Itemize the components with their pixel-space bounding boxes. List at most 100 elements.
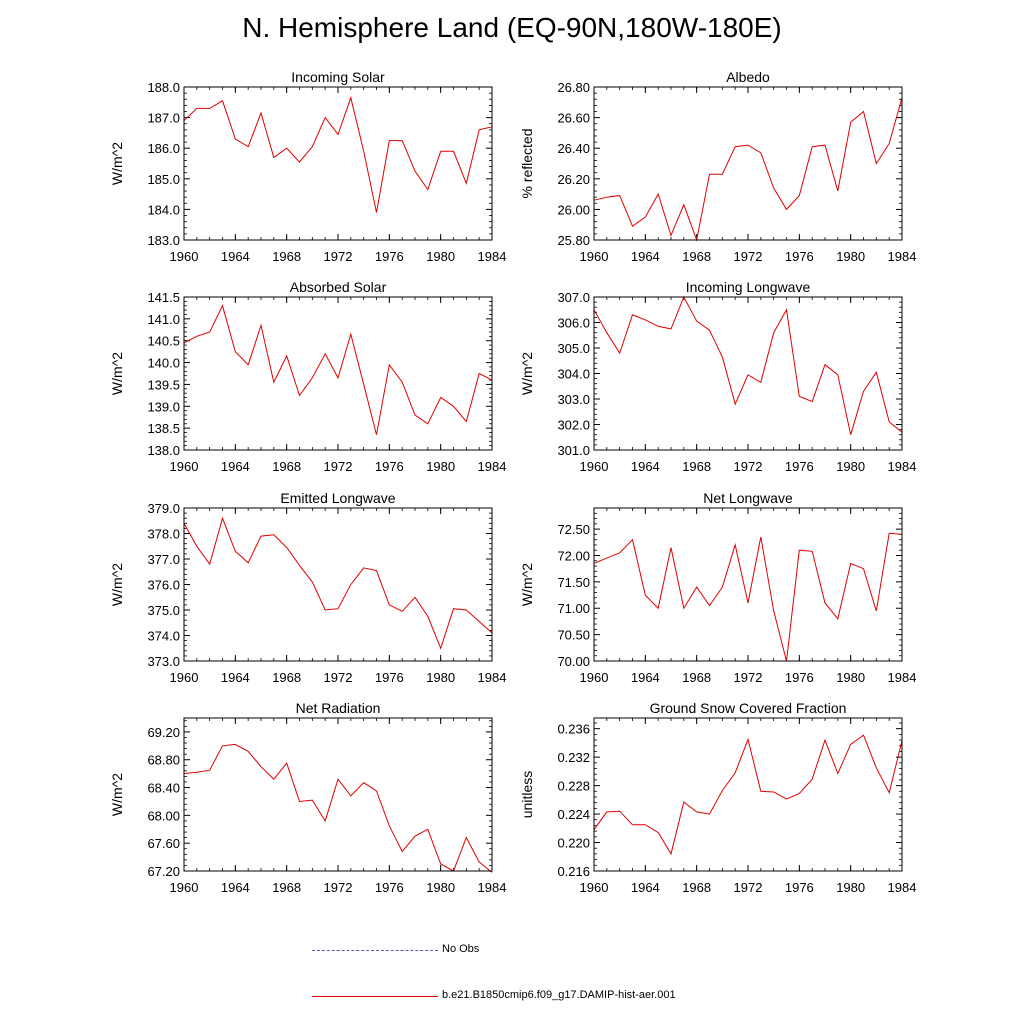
incoming-longwave-x-tick-label: 1964 xyxy=(631,459,660,474)
absorbed-solar-x-tick-label: 1972 xyxy=(324,459,353,474)
albedo-y-tick-label: 26.40 xyxy=(557,141,590,156)
net-radiation-title: Net Radiation xyxy=(296,700,381,716)
net-longwave-y-tick-label: 70.50 xyxy=(557,628,590,643)
incoming-solar-y-tick-label: 183.0 xyxy=(147,233,180,248)
net-longwave-x-tick-label: 1972 xyxy=(734,670,763,685)
albedo-x-tick-label: 1984 xyxy=(888,249,917,264)
net-radiation-x-tick-label: 1980 xyxy=(426,880,455,895)
albedo-x-tick-label: 1976 xyxy=(785,249,814,264)
albedo-plot-frame xyxy=(593,86,903,241)
emitted-longwave-x-tick-label: 1972 xyxy=(324,670,353,685)
incoming-longwave-y-tick-label: 306.0 xyxy=(557,316,590,331)
absorbed-solar-x-tick-label: 1964 xyxy=(221,459,250,474)
emitted-longwave-x-tick-label: 1980 xyxy=(426,670,455,685)
albedo-y-tick-label: 26.20 xyxy=(557,172,590,187)
incoming-longwave-x-tick-label: 1984 xyxy=(888,459,917,474)
incoming-solar-y-tick-label: 187.0 xyxy=(147,111,180,126)
incoming-solar-y-tick-label: 188.0 xyxy=(147,80,180,95)
net-longwave-y-tick-label: 70.00 xyxy=(557,654,590,669)
incoming-longwave-y-tick-label: 305.0 xyxy=(557,341,590,356)
albedo-y-tick-label: 26.00 xyxy=(557,202,590,217)
albedo-y-tick-label: 26.80 xyxy=(557,80,590,95)
emitted-longwave-y-tick-label: 374.0 xyxy=(147,629,180,644)
ground-snow-covered-fraction-y-tick-label: 0.232 xyxy=(557,750,590,765)
net-longwave-x-tick-label: 1980 xyxy=(836,670,865,685)
net-longwave-y-tick-label: 72.00 xyxy=(557,548,590,563)
legend-model-line xyxy=(312,996,438,997)
incoming-longwave-y-tick-label: 304.0 xyxy=(557,367,590,382)
net-longwave-y-tick-label: 71.50 xyxy=(557,575,590,590)
net-radiation-y-tick-label: 67.60 xyxy=(147,836,180,851)
incoming-longwave-x-tick-label: 1972 xyxy=(734,459,763,474)
net-radiation-x-tick-label: 1964 xyxy=(221,880,250,895)
ground-snow-covered-fraction-x-tick-label: 1968 xyxy=(682,880,711,895)
net-longwave-title: Net Longwave xyxy=(703,490,793,506)
net-longwave-y-tick-label: 72.50 xyxy=(557,522,590,537)
net-radiation-series-line xyxy=(183,743,493,873)
emitted-longwave-x-tick-label: 1984 xyxy=(478,670,507,685)
albedo-x-tick-label: 1980 xyxy=(836,249,865,264)
ground-snow-covered-fraction-y-tick-label: 0.216 xyxy=(557,864,590,879)
emitted-longwave-y-tick-label: 375.0 xyxy=(147,603,180,618)
incoming-solar-y-tick-label: 186.0 xyxy=(147,141,180,156)
legend-no-obs-label: No Obs xyxy=(442,943,480,955)
net-radiation-y-tick-label: 67.20 xyxy=(147,864,180,879)
absorbed-solar-x-tick-label: 1976 xyxy=(375,459,404,474)
ground-snow-covered-fraction-series-line xyxy=(593,734,903,856)
incoming-solar-plot-frame xyxy=(183,86,493,241)
ground-snow-covered-fraction-x-tick-label: 1980 xyxy=(836,880,865,895)
net-longwave-x-tick-label: 1968 xyxy=(682,670,711,685)
ground-snow-covered-fraction-x-tick-label: 1960 xyxy=(580,880,609,895)
net-radiation-x-tick-label: 1972 xyxy=(324,880,353,895)
net-longwave-x-tick-label: 1964 xyxy=(631,670,660,685)
incoming-longwave-title: Incoming Longwave xyxy=(686,279,811,295)
emitted-longwave-y-tick-label: 378.0 xyxy=(147,527,180,542)
emitted-longwave-plot-frame xyxy=(183,507,493,662)
incoming-longwave-y-tick-label: 301.0 xyxy=(557,443,590,458)
incoming-longwave-y-tick-label: 307.0 xyxy=(557,290,590,305)
net-radiation-x-tick-label: 1960 xyxy=(170,880,199,895)
absorbed-solar-title: Absorbed Solar xyxy=(290,279,387,295)
emitted-longwave-x-tick-label: 1960 xyxy=(170,670,199,685)
absorbed-solar-y-tick-label: 141.5 xyxy=(147,290,180,305)
absorbed-solar-y-tick-label: 140.5 xyxy=(147,334,180,349)
albedo-y-axis-label: % reflected xyxy=(519,128,535,198)
incoming-solar-y-tick-label: 184.0 xyxy=(147,202,180,217)
absorbed-solar-y-tick-label: 138.5 xyxy=(147,421,180,436)
ground-snow-covered-fraction-y-tick-label: 0.224 xyxy=(557,807,590,822)
net-radiation-x-tick-label: 1984 xyxy=(478,880,507,895)
net-radiation-x-tick-label: 1976 xyxy=(375,880,404,895)
absorbed-solar-x-tick-label: 1968 xyxy=(272,459,301,474)
incoming-longwave-x-tick-label: 1980 xyxy=(836,459,865,474)
incoming-longwave-plot-frame xyxy=(593,296,903,451)
incoming-longwave-y-tick-label: 303.0 xyxy=(557,392,590,407)
incoming-solar-x-tick-label: 1984 xyxy=(478,249,507,264)
incoming-solar-x-tick-label: 1960 xyxy=(170,249,199,264)
ground-snow-covered-fraction-x-tick-label: 1964 xyxy=(631,880,660,895)
absorbed-solar-x-tick-label: 1984 xyxy=(478,459,507,474)
incoming-solar-y-tick-label: 185.0 xyxy=(147,172,180,187)
legend-no-obs-line xyxy=(312,950,438,951)
albedo-x-tick-label: 1960 xyxy=(580,249,609,264)
absorbed-solar-y-tick-label: 139.5 xyxy=(147,377,180,392)
incoming-solar-x-tick-label: 1980 xyxy=(426,249,455,264)
incoming-longwave-y-tick-label: 302.0 xyxy=(557,418,590,433)
incoming-solar-y-axis-label: W/m^2 xyxy=(109,142,125,185)
net-radiation-y-axis-label: W/m^2 xyxy=(109,773,125,816)
ground-snow-covered-fraction-x-tick-label: 1984 xyxy=(888,880,917,895)
incoming-solar-series-line xyxy=(183,95,493,213)
emitted-longwave-y-tick-label: 377.0 xyxy=(147,552,180,567)
absorbed-solar-x-tick-label: 1960 xyxy=(170,459,199,474)
incoming-solar-x-tick-label: 1968 xyxy=(272,249,301,264)
net-radiation-y-tick-label: 68.40 xyxy=(147,781,180,796)
albedo-x-tick-label: 1972 xyxy=(734,249,763,264)
emitted-longwave-y-tick-label: 373.0 xyxy=(147,654,180,669)
incoming-longwave-y-axis-label: W/m^2 xyxy=(519,352,535,395)
legend-model-label: b.e21.B1850cmip6.f09_g17.DAMIP-hist-aer.… xyxy=(442,989,676,1001)
ground-snow-covered-fraction-plot-frame xyxy=(593,717,903,872)
absorbed-solar-y-axis-label: W/m^2 xyxy=(109,352,125,395)
incoming-solar-x-tick-label: 1972 xyxy=(324,249,353,264)
ground-snow-covered-fraction-x-tick-label: 1976 xyxy=(785,880,814,895)
net-longwave-y-axis-label: W/m^2 xyxy=(519,563,535,606)
